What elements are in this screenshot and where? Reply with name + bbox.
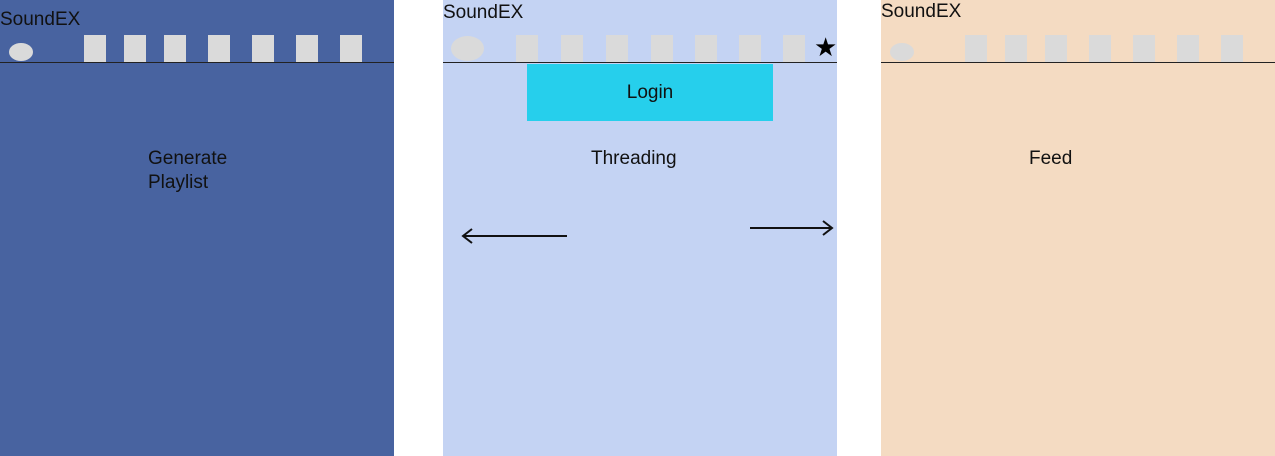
nav-tab-2[interactable] bbox=[124, 35, 146, 62]
nav-tab-7[interactable] bbox=[340, 35, 362, 62]
screen-generate-playlist: SoundEX Generate Playlist bbox=[0, 0, 394, 456]
app-title: SoundEX bbox=[881, 1, 962, 22]
page-title: Threading bbox=[591, 148, 677, 169]
nav-tab-5[interactable] bbox=[695, 35, 717, 62]
nav-tab-1[interactable] bbox=[84, 35, 106, 62]
app-title: SoundEX bbox=[0, 9, 81, 30]
avatar[interactable] bbox=[451, 36, 484, 61]
nav-tab-5[interactable] bbox=[1133, 35, 1155, 62]
login-button[interactable]: Login bbox=[527, 64, 773, 121]
nav-tab-6[interactable] bbox=[739, 35, 761, 62]
nav-tab-4[interactable] bbox=[1089, 35, 1111, 62]
nav-tab-7[interactable] bbox=[783, 35, 805, 62]
nav-tab-2[interactable] bbox=[1005, 35, 1027, 62]
avatar[interactable] bbox=[890, 43, 914, 61]
nav-divider bbox=[443, 62, 837, 63]
app-title: SoundEX bbox=[443, 2, 524, 23]
nav-tab-3[interactable] bbox=[1045, 35, 1067, 62]
nav-tab-5[interactable] bbox=[252, 35, 274, 62]
avatar[interactable] bbox=[9, 43, 33, 61]
nav-tab-1[interactable] bbox=[516, 35, 538, 62]
star-icon[interactable]: ★ bbox=[814, 32, 837, 62]
nav-tab-6[interactable] bbox=[296, 35, 318, 62]
screen-threading: SoundEX ★ Login Threading bbox=[443, 0, 837, 456]
nav-tab-4[interactable] bbox=[208, 35, 230, 62]
nav-tab-3[interactable] bbox=[606, 35, 628, 62]
arrow-right-icon[interactable] bbox=[750, 218, 834, 238]
nav-tab-4[interactable] bbox=[651, 35, 673, 62]
nav-tab-6[interactable] bbox=[1177, 35, 1199, 62]
page-title: Feed bbox=[1029, 148, 1073, 169]
nav-divider bbox=[0, 62, 394, 63]
nav-tab-1[interactable] bbox=[965, 35, 987, 62]
screen-feed: SoundEX Feed bbox=[881, 0, 1275, 456]
nav-divider bbox=[881, 62, 1275, 63]
arrow-left-icon[interactable] bbox=[461, 226, 569, 246]
nav-tab-2[interactable] bbox=[561, 35, 583, 62]
nav-tab-7[interactable] bbox=[1221, 35, 1243, 62]
nav-tab-3[interactable] bbox=[164, 35, 186, 62]
page-title: Generate Playlist bbox=[148, 148, 228, 193]
